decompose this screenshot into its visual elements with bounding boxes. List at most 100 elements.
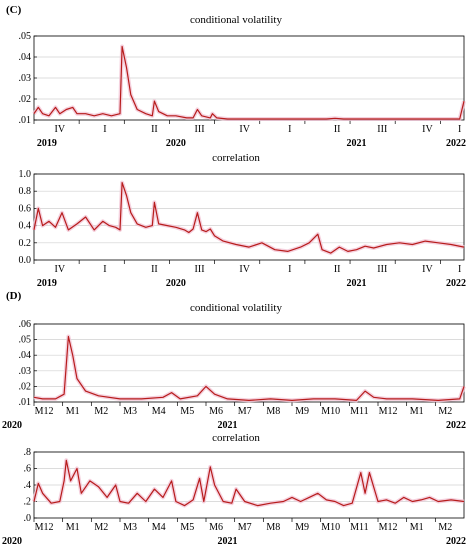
y-tick-label: .03 [19,73,32,84]
x-tick-label: III [195,124,205,135]
y-tick-label: .2 [24,497,32,508]
y-tick-label: .04 [19,52,32,63]
x-tick-label: M12 [35,522,54,533]
x-tick-label: M6 [209,522,223,533]
x-tick-label: II [151,124,158,135]
y-tick-label: .6 [24,464,32,475]
chart-d-volatility: .01 .02 .03 .04 .05 .06 M12 M1 M2 M3 M4 M5 M6 M7 M8 M9 M… [2,319,466,431]
x-year-label: 2019 [37,278,57,289]
x-tick-label: IV [422,264,433,275]
x-tick-label: M12 [379,522,398,533]
y-tick-label: .06 [19,319,32,330]
y-tick-label: 0.0 [19,255,32,266]
y-tick-label: .4 [24,480,32,491]
x-tick-label: III [377,124,387,135]
x-tick-label: M8 [266,522,280,533]
y-tick-label: .04 [19,350,32,361]
x-tick-label: M9 [295,406,309,417]
x-tick-label: M1 [410,406,424,417]
x-tick-label: M10 [321,522,340,533]
x-tick-label: IV [55,124,66,135]
x-tick-label: M6 [209,406,223,417]
y-tick-label: .0 [24,513,32,524]
y-tick-label: .8 [24,447,32,458]
x-tick-label: I [458,264,461,275]
x-year-label: 2020 [166,138,186,149]
y-tick-label: .03 [19,366,32,377]
series-line [33,459,465,507]
plot-frame [33,323,465,403]
y-tick-label: 0.6 [19,203,32,214]
x-tick-label: I [458,124,461,135]
x-year-label: 2021 [347,278,367,289]
x-tick-label: M9 [295,522,309,533]
y-tick-label: .05 [19,335,32,346]
x-year-label: 2020 [2,420,22,431]
x-year-label: 2022 [446,420,466,431]
panel-label-c: (C) [6,4,22,16]
series-line [33,182,465,254]
x-tick-label: I [103,264,106,275]
x-tick-label: M10 [321,406,340,417]
x-tick-label: M11 [350,406,369,417]
x-year-label: 2021 [218,420,238,431]
x-tick-label: I [288,124,291,135]
x-tick-label: M12 [379,406,398,417]
x-tick-label: M7 [238,406,252,417]
x-year-label: 2020 [2,536,22,547]
x-tick-label: M5 [180,406,194,417]
series-halo [32,458,465,508]
x-tick-label: M4 [152,406,166,417]
x-tick-label: M2 [438,522,452,533]
x-tick-label: M2 [438,406,452,417]
chart-c-correlation: 0.00.20.40.60.81.0IV I II III IV I II III IV I201… [19,169,467,289]
x-tick-label: IV [55,264,66,275]
y-tick-label: 0.8 [19,186,32,197]
x-tick-label: III [377,264,387,275]
x-tick-label: M11 [350,522,369,533]
x-tick-label: M1 [66,522,80,533]
x-tick-label: M2 [94,406,108,417]
y-tick-label: .02 [19,94,32,105]
x-tick-label: I [103,124,106,135]
x-tick-label: M8 [266,406,280,417]
x-tick-label: IV [422,124,433,135]
y-tick-label: .05 [19,31,32,42]
x-tick-label: II [334,124,341,135]
chart-title-c-correlation: correlation [212,152,260,164]
y-tick-label: .02 [19,381,32,392]
x-year-label: 2022 [446,138,466,149]
x-year-label: 2021 [218,536,238,547]
series-line [33,335,465,401]
chart-title-d-correlation: correlation [212,432,260,444]
x-tick-label: IV [239,264,250,275]
x-tick-label: IV [239,124,250,135]
series-line [33,45,465,120]
x-year-label: 2021 [347,138,367,149]
x-tick-label: II [151,264,158,275]
x-tick-label: M3 [123,406,137,417]
x-year-label: 2019 [37,138,57,149]
y-tick-label: 0.2 [19,238,32,249]
y-tick-label: .01 [19,115,32,126]
x-tick-label: M1 [66,406,80,417]
x-tick-label: M2 [94,522,108,533]
x-tick-label: III [195,264,205,275]
x-tick-label: M1 [410,522,424,533]
y-tick-label: 0.4 [19,221,32,232]
x-tick-label: M4 [152,522,166,533]
y-tick-label: 1.0 [19,169,32,180]
x-tick-label: M3 [123,522,137,533]
x-tick-label: M5 [180,522,194,533]
chart-title-c-volatility: conditional volatility [190,14,282,26]
series-halo [33,334,466,403]
panel-label-d: (D) [6,290,22,302]
y-tick-label: .01 [19,397,32,408]
x-tick-label: M12 [35,406,54,417]
x-tick-label: I [288,264,291,275]
x-year-label: 2020 [166,278,186,289]
series-halo [32,44,466,121]
plot-frame [33,173,465,261]
